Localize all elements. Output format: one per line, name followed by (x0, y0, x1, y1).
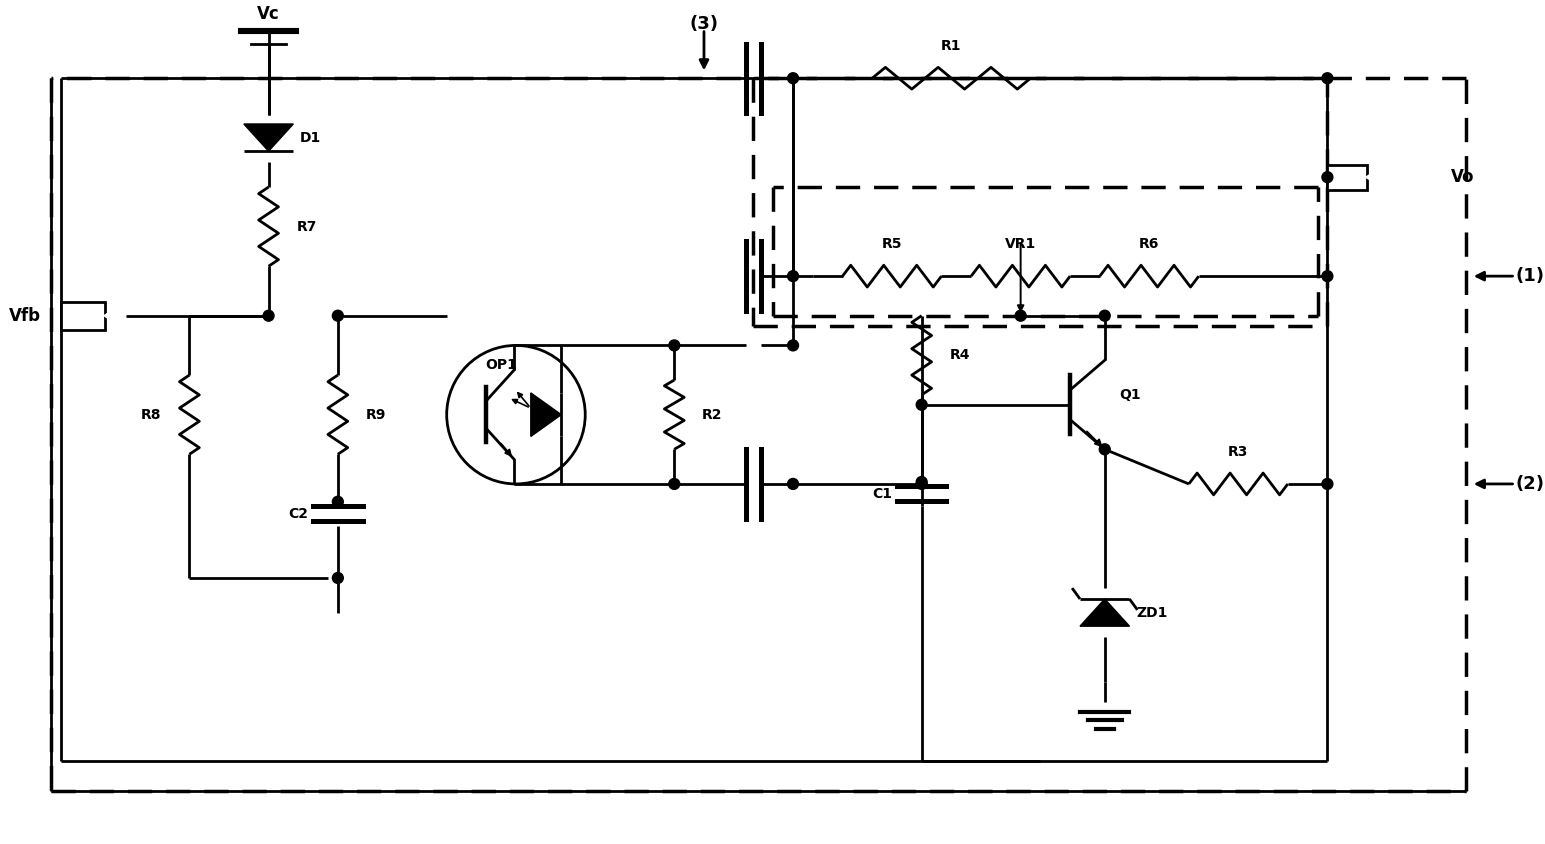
Text: R3: R3 (1228, 445, 1248, 459)
Circle shape (1323, 271, 1333, 282)
FancyBboxPatch shape (1327, 165, 1367, 190)
Circle shape (788, 479, 799, 490)
Text: OP1: OP1 (485, 358, 518, 372)
Text: (1): (1) (1516, 268, 1545, 285)
Text: R5: R5 (882, 237, 902, 252)
Text: R2: R2 (701, 408, 723, 422)
Circle shape (1100, 311, 1111, 322)
Text: R9: R9 (366, 408, 386, 422)
FancyBboxPatch shape (60, 302, 105, 329)
Text: (2): (2) (1516, 475, 1545, 493)
Circle shape (916, 479, 927, 490)
Circle shape (669, 340, 680, 351)
Text: R8: R8 (141, 408, 162, 422)
Text: Q1: Q1 (1120, 388, 1142, 402)
Polygon shape (1367, 165, 1387, 190)
Polygon shape (105, 302, 125, 329)
Circle shape (1015, 311, 1026, 322)
Polygon shape (1080, 599, 1129, 626)
Text: R7: R7 (297, 219, 317, 234)
Circle shape (332, 496, 343, 507)
Circle shape (916, 399, 927, 410)
Text: D1: D1 (300, 131, 321, 144)
Text: Vo: Vo (1451, 168, 1474, 187)
Circle shape (788, 73, 799, 84)
Text: R6: R6 (1139, 237, 1159, 252)
Text: Vc: Vc (256, 5, 280, 23)
Circle shape (669, 479, 680, 490)
Text: C2: C2 (289, 506, 307, 521)
Circle shape (1323, 479, 1333, 490)
Circle shape (788, 340, 799, 351)
Circle shape (1100, 444, 1111, 455)
Polygon shape (244, 124, 294, 151)
Text: VR1: VR1 (1004, 237, 1037, 252)
Circle shape (1323, 73, 1333, 84)
Circle shape (263, 311, 273, 322)
Circle shape (332, 311, 343, 322)
Text: C1: C1 (871, 487, 891, 500)
Circle shape (788, 271, 799, 282)
Circle shape (916, 477, 927, 487)
Text: R1: R1 (941, 40, 961, 53)
Text: R4: R4 (949, 349, 970, 362)
Text: ZD1: ZD1 (1137, 606, 1168, 619)
Text: (3): (3) (689, 15, 718, 33)
Polygon shape (531, 393, 561, 436)
Circle shape (332, 572, 343, 583)
Text: Vfb: Vfb (9, 306, 42, 325)
Circle shape (1323, 171, 1333, 182)
